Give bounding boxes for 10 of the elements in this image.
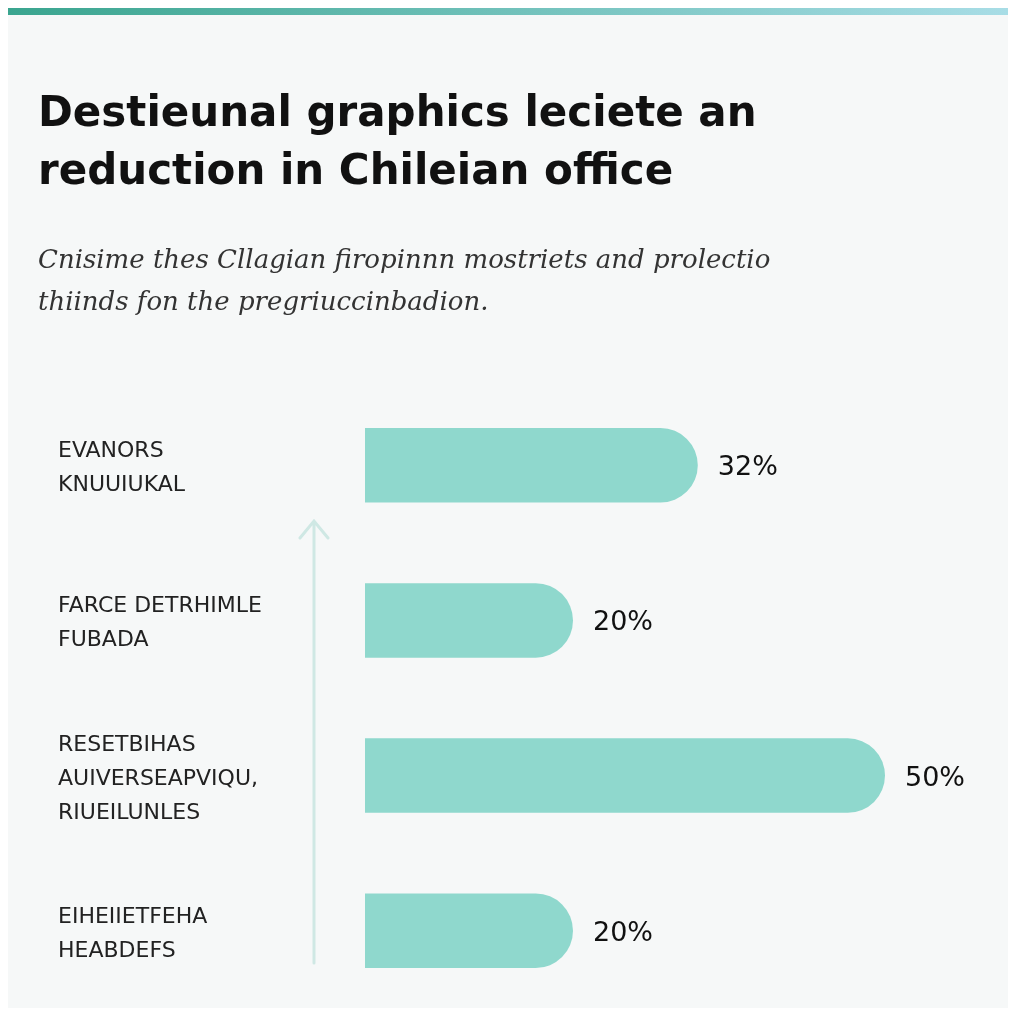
chart-title: Destieunal graphics leciete an reduction in Chileian office <box>38 87 757 194</box>
data-label: 20% <box>593 605 654 637</box>
y-tick-label: RESETBIHAS AUIVERSEAPVIQU, RIUEILUNLES <box>58 730 259 824</box>
chart-subtitle: Cnisime thes Cllagian firopinnn mostriets and prolectio thiinds fon the pregriuccinbadion. <box>38 244 771 316</box>
data-label: 50% <box>905 760 966 792</box>
y-tick-label: EIHEIIETFEHA HEABDEFS <box>58 902 208 962</box>
data-label: 20% <box>593 915 654 947</box>
y-tick-label: FARCE DETRHIMLE FUBADA <box>58 592 262 652</box>
y-tick-label: EVANORS KNUUIUKAL <box>58 437 186 497</box>
data-label: 32% <box>717 450 778 482</box>
